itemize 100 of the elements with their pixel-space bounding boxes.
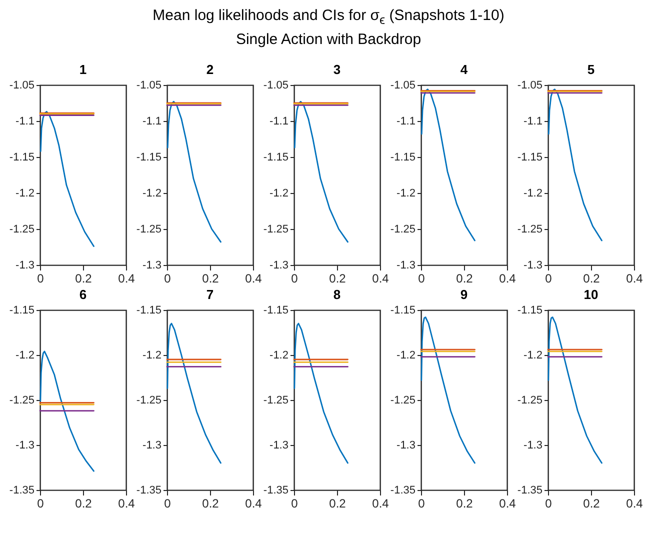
y-tick-label: -1.3 [270,440,288,452]
y-tick-label: -1.15 [390,304,416,316]
y-tick-label: -1.1 [270,116,288,128]
y-tick-label: -1.35 [517,484,542,496]
y-tick-label: -1.25 [263,394,288,406]
y-tick-label: -1.1 [16,116,34,128]
y-tick-label: -1.35 [9,484,34,496]
line-series [40,110,94,247]
y-tick-label: -1.35 [263,484,288,496]
y-tick-label: -1.05 [9,80,34,92]
line-series [166,322,222,464]
x-tick-label: 0.2 [456,272,474,286]
x-tick-label: 0 [418,272,426,286]
y-tick-label: -1.15 [9,152,34,164]
y-tick-label: -1.2 [16,188,34,200]
y-tick-label: -1.1 [524,116,542,128]
y-tick-label: -1.3 [396,440,416,452]
x-tick-label: 0.4 [245,496,262,510]
chart-title: 5 [587,62,595,77]
y-tick-label: -1.3 [524,440,542,452]
y-tick-label: -1.2 [142,188,162,200]
line-series [294,322,348,464]
y-tick-label: -1.15 [9,304,34,316]
x-tick-label: 0.2 [75,496,92,510]
y-tick-label: -1.35 [136,484,162,496]
x-tick-label: 0.4 [118,272,136,286]
chart-title: 2 [206,62,214,77]
chart-title: 7 [206,287,214,302]
x-tick-label: 0 [291,272,298,286]
chart-title: 4 [460,62,468,77]
chart-title: 10 [584,287,598,302]
chart-title: 8 [333,287,341,302]
y-tick-label: -1.05 [136,80,162,92]
x-tick-label: 0.2 [329,272,346,286]
text: Mean log likelihoods and CIs for σ$_{ϵ}$ (Snapshots 1-10) [152,6,506,29]
y-tick-label: -1.15 [136,304,162,316]
y-tick-label: -1.2 [396,350,416,362]
x-tick-label: 0 [291,496,298,510]
y-tick-label: -1.15 [517,304,542,316]
y-tick-label: -1.15 [390,152,416,164]
x-tick-label: 0 [164,496,172,510]
x-tick-label: 0 [545,272,552,286]
line-series [294,100,348,243]
line-series [420,316,476,464]
y-tick-label: -1.2 [524,188,542,200]
y-tick-label: -1.15 [517,152,542,164]
y-tick-label: -1.2 [270,350,288,362]
x-tick-label: 0.4 [372,496,390,510]
x-tick-label: 0.4 [118,496,136,510]
chart-title: 6 [79,287,87,302]
y-tick-label: -1.2 [270,188,288,200]
y-tick-label: -1.25 [390,224,416,236]
x-tick-label: 0 [164,272,172,286]
y-tick-label: -1.3 [16,440,34,452]
y-tick-label: -1.1 [142,116,162,128]
y-tick-label: -1.05 [517,80,542,92]
x-tick-label: 0 [37,272,44,286]
x-tick-label: 0 [37,496,44,510]
text: Single Action with Backdrop [234,30,422,50]
line-series [548,316,602,464]
y-tick-label: -1.25 [517,224,542,236]
x-tick-label: 0.4 [626,496,644,510]
chart-title: 9 [460,287,468,302]
y-tick-label: -1.05 [390,80,416,92]
y-tick-label: -1.25 [517,394,542,406]
y-tick-label: -1.25 [390,394,416,406]
x-tick-label: 0.4 [626,272,644,286]
x-tick-label: 0.2 [456,496,474,510]
y-tick-label: -1.2 [524,350,542,362]
y-tick-label: -1.3 [396,260,416,272]
y-tick-label: -1.25 [9,394,34,406]
y-tick-label: -1.2 [16,350,34,362]
chart-title: 1 [79,62,87,77]
y-tick-label: -1.3 [16,260,34,272]
y-tick-label: -1.3 [524,260,542,272]
line-series [548,88,602,242]
x-tick-label: 0.2 [202,496,220,510]
y-tick-label: -1.3 [142,440,162,452]
x-tick-label: 0 [418,496,426,510]
x-tick-label: 0.4 [372,272,390,286]
x-tick-label: 0.2 [202,272,220,286]
x-tick-label: 0.4 [499,272,516,286]
y-tick-label: -1.25 [136,394,162,406]
line-series [420,88,476,242]
x-tick-label: 0.4 [245,272,262,286]
x-tick-label: 0.2 [75,272,92,286]
y-tick-label: -1.25 [263,224,288,236]
y-tick-label: -1.1 [396,116,416,128]
y-tick-label: -1.35 [390,484,416,496]
x-tick-label: 0.2 [329,496,346,510]
x-tick-label: 0.2 [583,496,600,510]
line-series [166,100,222,243]
y-tick-label: -1.25 [136,224,162,236]
y-tick-label: -1.2 [396,188,416,200]
y-tick-label: -1.15 [263,152,288,164]
y-tick-label: -1.2 [142,350,162,362]
x-tick-label: 0 [545,496,552,510]
y-tick-label: -1.15 [263,304,288,316]
chart-title: 3 [333,62,341,77]
y-tick-label: -1.05 [263,80,288,92]
